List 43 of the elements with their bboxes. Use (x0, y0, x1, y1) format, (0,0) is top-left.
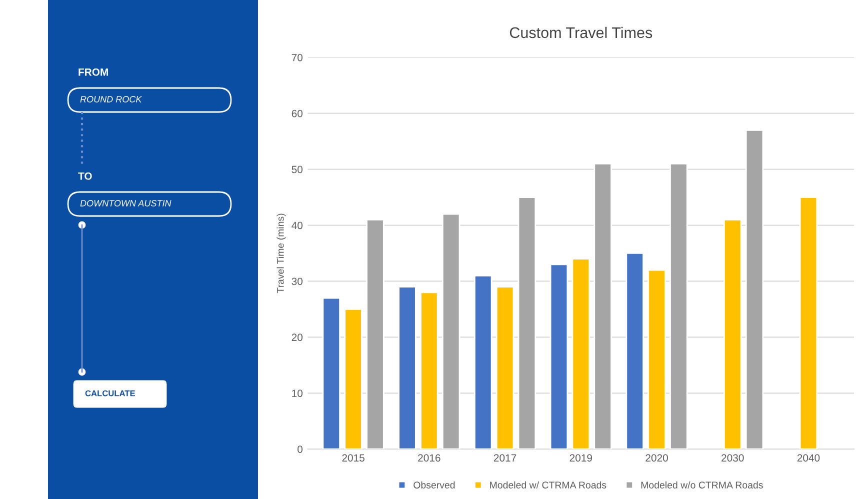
bar (398, 286, 416, 450)
x-tick-label: 2017 (494, 454, 516, 462)
bar (626, 252, 644, 450)
legend-label: Observed (414, 481, 455, 488)
bar (366, 218, 384, 450)
x-tick-label: 2015 (342, 454, 364, 462)
chart-title: Custom Travel Times (510, 26, 652, 38)
x-tick-label: 2040 (797, 454, 820, 462)
bar (322, 297, 341, 450)
x-tick-label: 2016 (418, 454, 440, 462)
bar (420, 292, 438, 450)
x-tick-label: 2030 (722, 454, 744, 462)
bar (723, 218, 742, 450)
bar (648, 269, 666, 450)
bar (496, 286, 514, 450)
bar (518, 196, 536, 450)
bar (745, 129, 764, 450)
text: ROUND ROCK (80, 96, 142, 102)
legend-label: Modeled w/o CTRMA Roads (641, 481, 763, 488)
y-tick-label: 40 (292, 222, 303, 230)
y-tick-label: 50 (292, 166, 303, 174)
y-tick-label: 20 (292, 334, 303, 342)
text: DOWNTOWN AUSTIN (80, 200, 172, 206)
y-tick-label: 70 (292, 54, 303, 62)
legend-label: Modeled w/ CTRMA Roads (490, 481, 606, 488)
bar (442, 213, 460, 450)
bar (550, 264, 568, 450)
y-tick-label: 30 (292, 278, 303, 286)
y-tick-label: 60 (292, 110, 303, 118)
bar (572, 258, 590, 450)
x-tick-label: 2020 (646, 454, 668, 462)
text: CALCULATE (85, 390, 135, 396)
bar (670, 163, 688, 450)
y-tick-label: 10 (292, 390, 303, 398)
bar (799, 196, 818, 450)
y-tick-label: 0 (298, 446, 303, 453)
bar (474, 274, 492, 450)
x-tick-label: 2019 (570, 454, 592, 462)
text: TO (78, 172, 92, 180)
bar (344, 308, 362, 450)
text: FROM (78, 68, 108, 76)
y-axis-title: Travel Time (mins) (276, 214, 286, 294)
bar (594, 163, 612, 450)
